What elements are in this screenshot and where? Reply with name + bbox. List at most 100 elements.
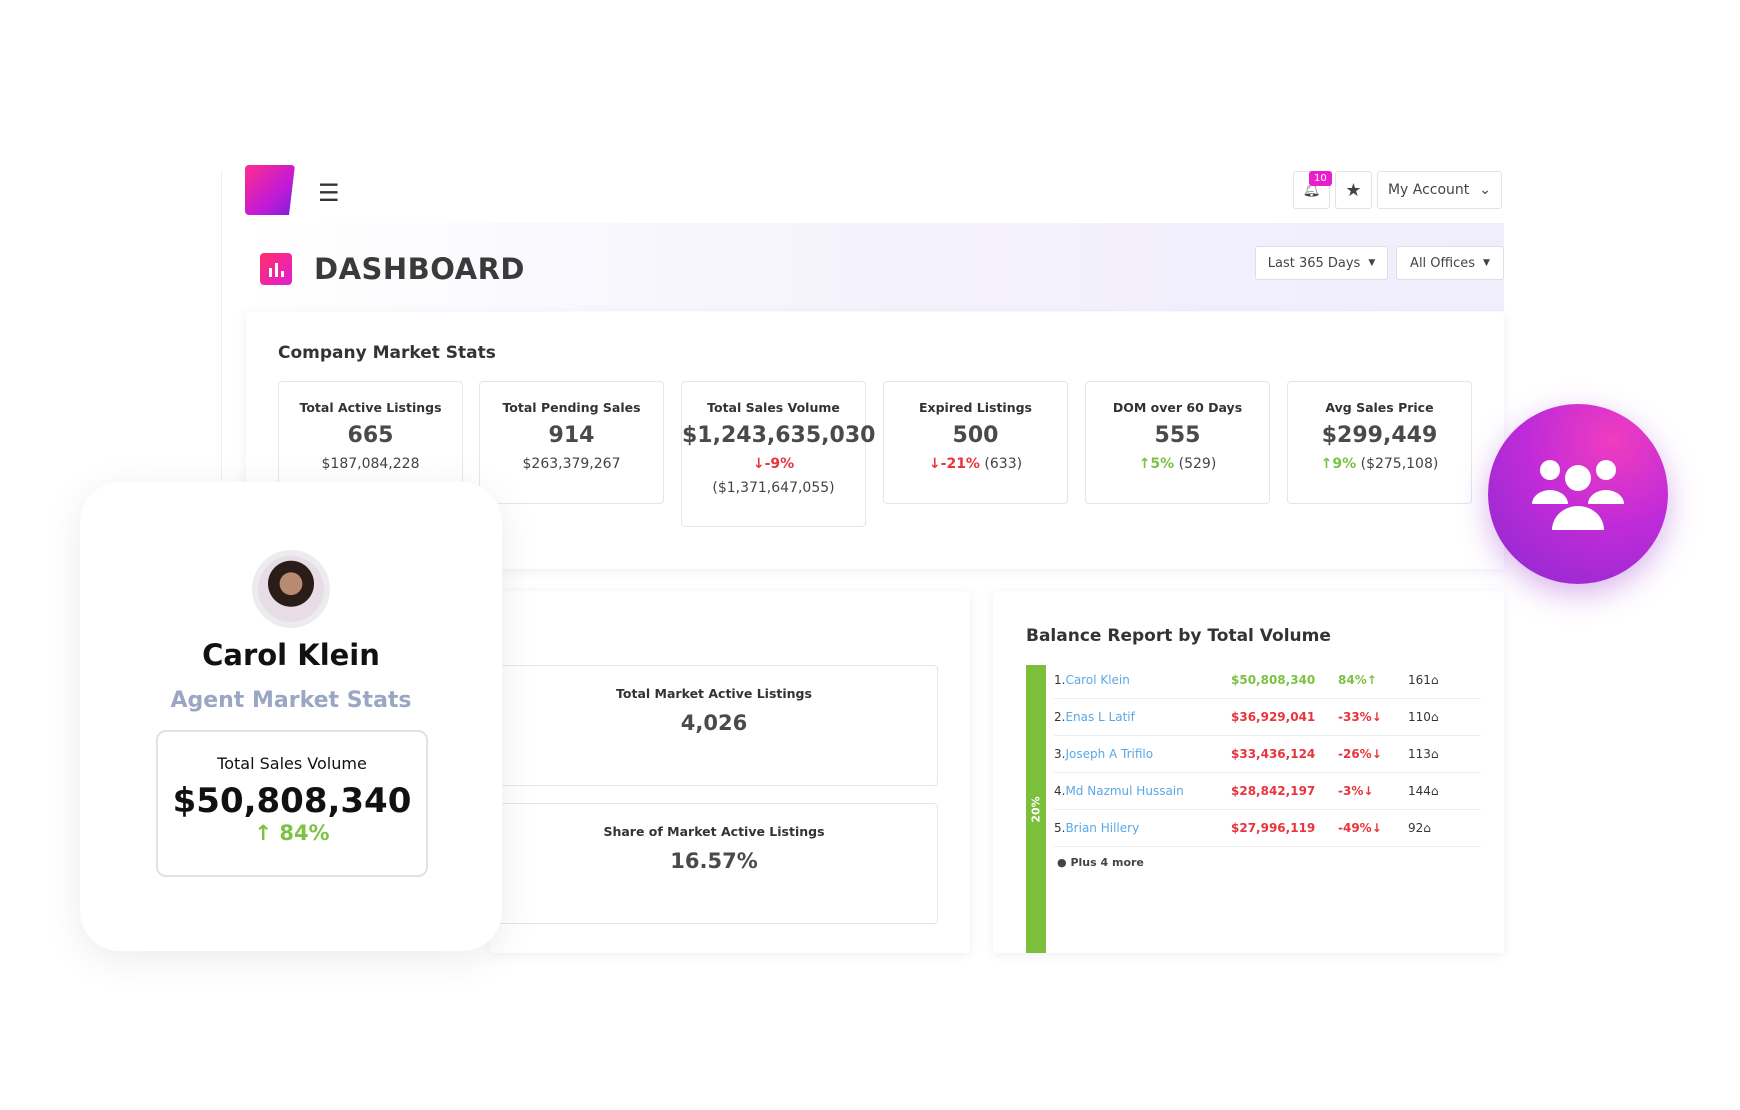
share-bar-label: 20% <box>1029 795 1043 823</box>
arrow-down-icon: ↓ <box>752 456 765 472</box>
market-box-share: Share of Market Active Listings 16.57% <box>490 803 938 924</box>
arrow-up-icon: ↑ <box>1366 673 1377 687</box>
stat-label: DOM over 60 Days <box>1112 400 1243 415</box>
agent-link[interactable]: Joseph A Trifilo <box>1065 747 1154 761</box>
listing-count: 113 <box>1408 747 1431 761</box>
office-label: All Offices <box>1410 255 1476 271</box>
stat-value: $1,243,635,030 <box>682 423 876 448</box>
volume: $28,842,197 <box>1231 784 1316 798</box>
house-icon: ⌂ <box>1430 784 1439 798</box>
agent-subtitle: Agent Market Stats <box>170 688 412 713</box>
rank: 5. <box>1054 821 1066 835</box>
change-text: 5% <box>1150 456 1175 472</box>
agent-sales-box: Total Sales Volume $50,808,340 ↑ 84% <box>156 730 428 877</box>
stat-sub: ($1,371,647,055) <box>712 480 835 496</box>
stat-label: Avg Sales Price <box>1325 400 1434 415</box>
agent-name: Carol Klein <box>202 638 380 672</box>
hamburger-menu-icon[interactable]: ☰ <box>318 179 340 207</box>
plus-more-link[interactable]: ● Plus 4 more <box>1057 856 1144 869</box>
stat-label: Total Active Listings <box>299 400 442 415</box>
stat-label: Total Sales Volume <box>707 400 840 415</box>
box-label: Total Market Active Listings <box>616 686 812 701</box>
change-value: ↓-21% <box>929 456 980 472</box>
pct: -3% <box>1338 784 1364 798</box>
arrow-down-icon: ↓ <box>1371 710 1382 724</box>
box-value: 16.57% <box>670 849 758 873</box>
agent-stat-label: Total Sales Volume <box>217 754 367 773</box>
arrow-down-icon: ↓ <box>1363 784 1374 798</box>
table-row: 3.Joseph A Trifilo $33,436,124 -26%↓ 113⌂ <box>1054 736 1481 773</box>
section-title: Company Market Stats <box>278 343 496 363</box>
change-text: -9% <box>764 456 795 472</box>
bar-chart-icon <box>260 253 292 285</box>
star-icon: ★ <box>1345 179 1362 201</box>
change-value: ↓-9% <box>753 456 794 472</box>
listing-count: 92 <box>1408 821 1424 835</box>
agent-link[interactable]: Md Nazmul Hussain <box>1065 784 1184 798</box>
caret-down-icon: ▼ <box>1483 258 1490 268</box>
stat-sub: $263,379,267 <box>522 456 621 472</box>
arrow-up-icon: ↑ <box>1138 456 1151 472</box>
stat-value: 914 <box>548 423 595 448</box>
listing-count: 110 <box>1408 710 1431 724</box>
pct: -49% <box>1338 821 1372 835</box>
stat-card: Total Sales Volume $1,243,635,030 ↓-9% ($1,… <box>681 381 876 527</box>
notification-badge: 10 <box>1309 171 1332 186</box>
change-value: ↑9% <box>1321 456 1357 472</box>
stat-card: Expired Listings 500 ↓-21% (633) <box>883 381 1068 504</box>
volume: $50,808,340 <box>1231 673 1316 687</box>
market-box-active: Total Market Active Listings 4,026 <box>490 665 938 786</box>
table-row: 5.Brian Hillery $27,996,119 -49%↓ 92⌂ <box>1054 810 1481 847</box>
stat-card: Avg Sales Price $299,449 ↑9% ($275,108) <box>1287 381 1472 504</box>
info-icon: ● <box>1057 856 1067 869</box>
date-range-dropdown[interactable]: Last 365 Days ▼ <box>1255 246 1388 280</box>
arrow-down-icon: ↓ <box>1371 747 1382 761</box>
layout-divider <box>221 170 222 480</box>
stat-card: DOM over 60 Days 555 ↑5% (529) <box>1085 381 1270 504</box>
agent-link[interactable]: Brian Hillery <box>1065 821 1140 835</box>
stat-sub: ($275,108) <box>1360 456 1439 472</box>
table-row: 2.Enas L Latif $36,929,041 -33%↓ 110⌂ <box>1054 699 1481 736</box>
stat-card: Total Pending Sales 914 $263,379,267 <box>479 381 664 504</box>
stat-sub: (529) <box>1178 456 1217 472</box>
avatar <box>252 550 330 628</box>
arrow-up-icon: ↑ <box>254 821 273 845</box>
pct: -33% <box>1338 710 1372 724</box>
change-text: 9% <box>1332 456 1357 472</box>
house-icon: ⌂ <box>1430 710 1439 724</box>
change-value: ↑5% <box>1139 456 1175 472</box>
rank: 3. <box>1054 747 1066 761</box>
table-row: 4.Md Nazmul Hussain $28,842,197 -3%↓ 144⌂ <box>1054 773 1481 810</box>
listing-count: 144 <box>1408 784 1431 798</box>
box-value: 4,026 <box>680 711 748 735</box>
agent-link[interactable]: Enas L Latif <box>1065 710 1135 724</box>
caret-down-icon: ▼ <box>1368 258 1376 268</box>
volume: $33,436,124 <box>1231 747 1316 761</box>
users-icon <box>1532 460 1624 530</box>
change-text: -21% <box>940 456 980 472</box>
arrow-down-icon: ↓ <box>1371 821 1382 835</box>
box-label: Share of Market Active Listings <box>603 824 825 839</box>
office-dropdown[interactable]: All Offices ▼ <box>1396 246 1504 280</box>
table-row: 1.Carol Klein $50,808,340 84%↑ 161⌂ <box>1054 662 1481 699</box>
stat-sub: (633) <box>984 456 1023 472</box>
house-icon: ⌂ <box>1430 673 1439 687</box>
page-title: DASHBOARD <box>314 252 525 286</box>
stat-value: 555 <box>1154 423 1201 448</box>
stat-value: 665 <box>347 423 394 448</box>
my-account-dropdown[interactable]: My Account ⌄ <box>1377 171 1502 209</box>
rank: 2. <box>1054 710 1066 724</box>
date-range-label: Last 365 Days <box>1267 255 1361 271</box>
favorites-button[interactable]: ★ <box>1335 171 1372 209</box>
house-icon: ⌂ <box>1430 747 1439 761</box>
app-logo[interactable] <box>245 165 295 215</box>
bell-icon: 🔔︎ <box>1302 182 1321 198</box>
plus-more-label: Plus 4 more <box>1070 856 1144 869</box>
house-icon: ⌂ <box>1423 821 1431 835</box>
section-title: Balance Report by Total Volume <box>1026 626 1331 646</box>
stat-label: Total Pending Sales <box>502 400 641 415</box>
agent-stat-change: 84% <box>279 821 330 845</box>
arrow-down-icon: ↓ <box>928 456 941 472</box>
agent-link[interactable]: Carol Klein <box>1065 673 1130 687</box>
pct: 84% <box>1338 673 1367 687</box>
